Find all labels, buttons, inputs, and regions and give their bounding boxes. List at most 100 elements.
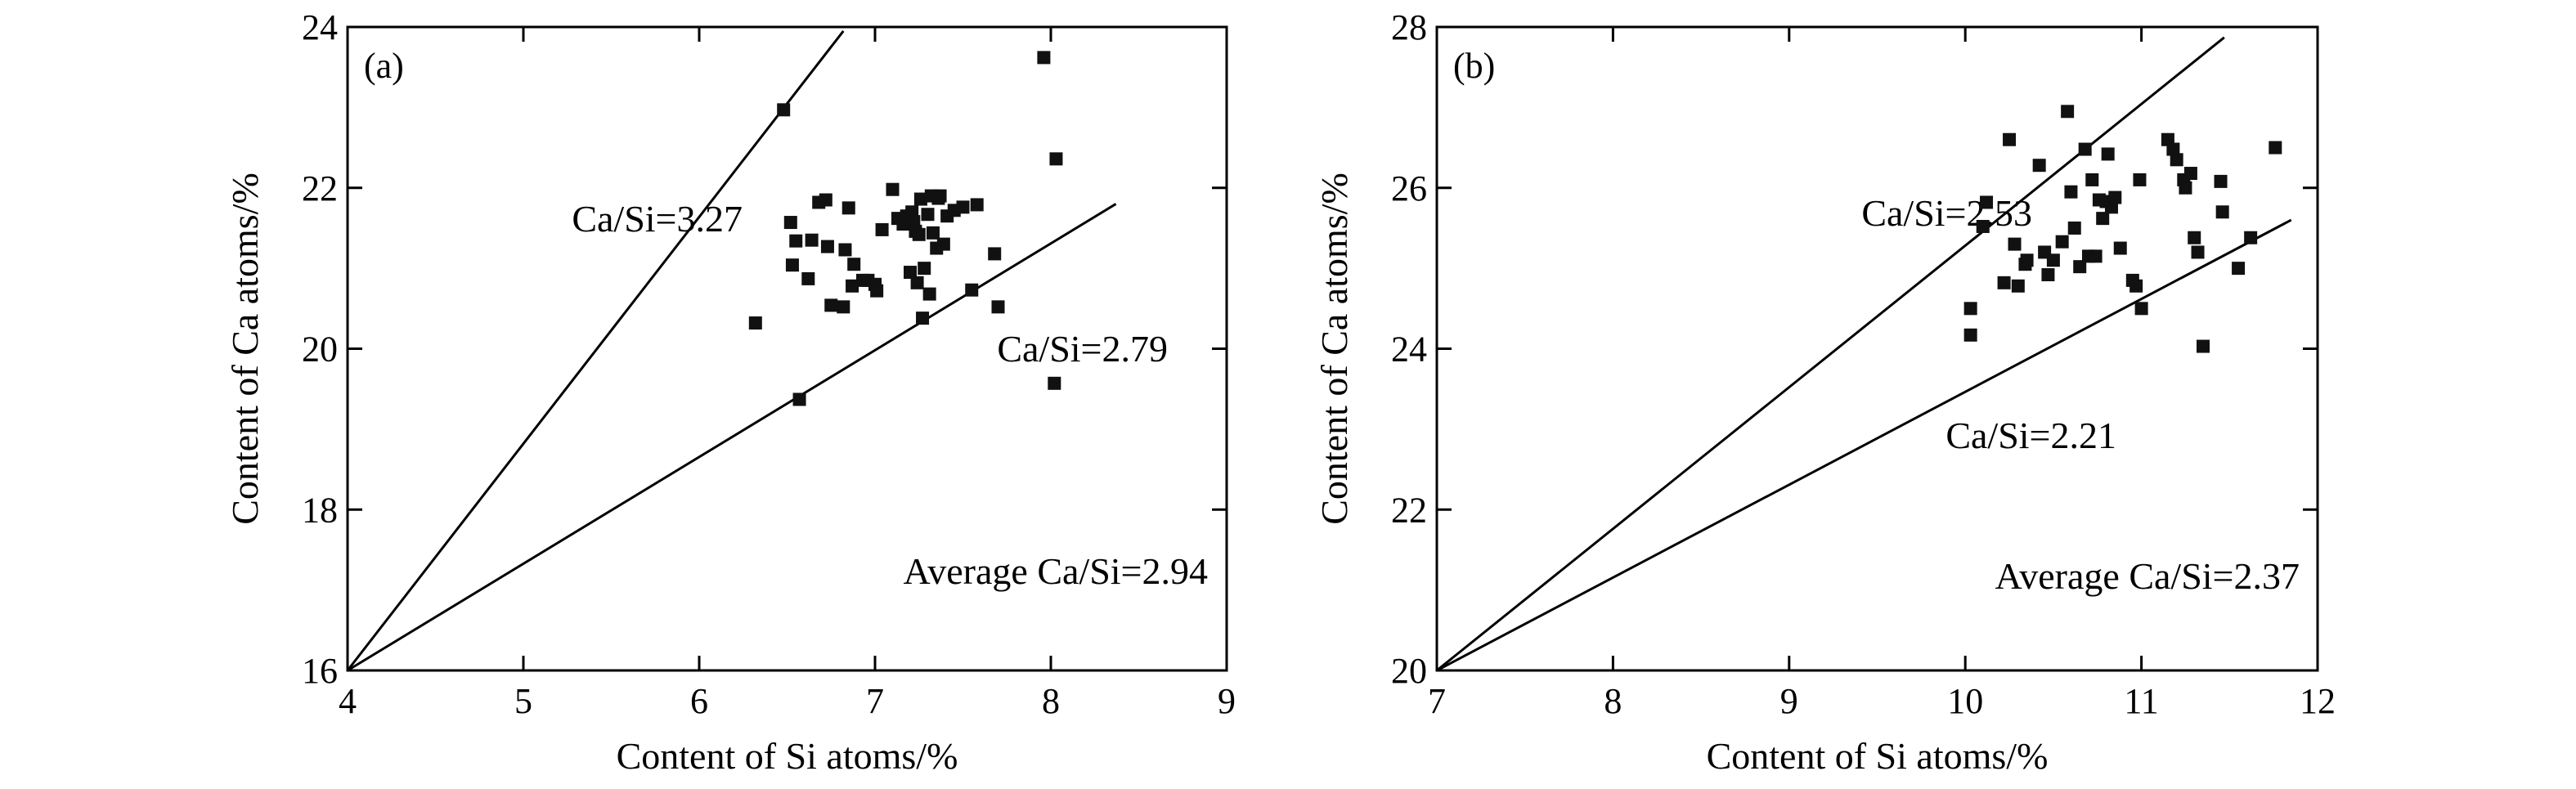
data-point xyxy=(918,262,931,276)
data-point xyxy=(2073,260,2087,274)
data-point xyxy=(1976,219,1990,233)
x-tick-label: 6 xyxy=(690,681,708,721)
annotation-text: Ca/Si=3.27 xyxy=(572,198,743,240)
data-point xyxy=(922,287,936,301)
y-axis-title: Content of Ca atoms/% xyxy=(1313,173,1355,525)
y-tick-label: 22 xyxy=(302,168,338,208)
y-tick-label: 28 xyxy=(1391,7,1427,47)
data-point xyxy=(2191,245,2205,259)
data-point xyxy=(801,271,815,285)
data-point xyxy=(2008,237,2022,251)
data-point xyxy=(2196,339,2210,353)
y-tick-label: 22 xyxy=(1391,490,1427,530)
data-point xyxy=(904,266,917,280)
data-point xyxy=(2061,105,2075,119)
reference-line xyxy=(347,203,1117,672)
x-axis-title: Content of Si atoms/% xyxy=(617,735,958,777)
x-tick-label: 11 xyxy=(2124,681,2158,721)
data-point xyxy=(2166,142,2180,156)
data-point xyxy=(841,201,855,215)
data-point xyxy=(785,258,799,272)
y-tick-label: 18 xyxy=(302,490,338,530)
y-tick-label: 20 xyxy=(302,329,338,370)
data-point xyxy=(875,222,889,236)
annotation-text: Ca/Si=2.79 xyxy=(997,328,1168,370)
data-point xyxy=(1037,51,1051,65)
x-tick-label: 7 xyxy=(866,681,884,721)
data-point xyxy=(783,216,797,230)
data-point xyxy=(820,240,834,253)
data-point xyxy=(2020,253,2034,267)
data-point xyxy=(847,258,861,271)
data-point xyxy=(2215,205,2229,219)
x-tick-label: 7 xyxy=(1428,681,1446,721)
panel-a-chart: 4 5 6 7 8 9 16 18 20 22 24 Content of Si atoms/% Con… xyxy=(224,7,1236,777)
data-point xyxy=(988,247,1002,261)
data-point xyxy=(789,234,803,248)
x-tick-label: 9 xyxy=(1218,681,1236,721)
x-tick-label: 9 xyxy=(1780,681,1798,721)
reference-line xyxy=(1436,218,2292,672)
data-point xyxy=(910,276,924,289)
data-point xyxy=(846,279,859,293)
data-point xyxy=(991,300,1005,314)
y-axis-title: Content of Ca atoms/% xyxy=(224,173,266,525)
data-point xyxy=(2179,181,2192,195)
data-point xyxy=(1997,276,2011,289)
data-point xyxy=(2232,262,2246,276)
data-point xyxy=(2011,279,2025,293)
data-point xyxy=(926,226,940,240)
data-point xyxy=(933,189,947,203)
data-point xyxy=(1963,302,1977,316)
data-point xyxy=(870,284,884,298)
x-tick-label: 5 xyxy=(514,681,532,721)
data-point xyxy=(956,200,970,214)
data-point xyxy=(2089,249,2103,263)
data-point xyxy=(2269,141,2282,155)
data-point xyxy=(792,392,806,406)
panel-label: (a) xyxy=(364,46,404,86)
data-point xyxy=(748,316,762,330)
data-point xyxy=(2067,221,2081,235)
data-point xyxy=(2133,173,2147,186)
x-tick-label: 4 xyxy=(339,681,357,721)
data-point xyxy=(1049,152,1063,166)
data-point xyxy=(1980,195,1994,209)
data-point xyxy=(837,300,850,314)
data-point xyxy=(2085,173,2099,186)
y-tick-label: 20 xyxy=(1391,651,1427,691)
data-point xyxy=(2214,174,2228,188)
panel-label: (b) xyxy=(1453,46,1495,86)
data-point xyxy=(936,237,950,251)
data-point xyxy=(2055,235,2069,249)
data-point xyxy=(970,198,984,212)
data-point xyxy=(2078,142,2092,156)
x-tick-label: 8 xyxy=(1042,681,1060,721)
data-point xyxy=(838,243,852,257)
y-tick-label: 16 xyxy=(302,651,338,691)
data-point xyxy=(912,227,926,241)
data-point xyxy=(2183,167,2197,181)
data-point xyxy=(2041,267,2055,281)
data-point xyxy=(2134,302,2148,316)
panel-b-chart: 7 8 9 10 11 12 20 22 24 26 28 Content of Si atoms/%… xyxy=(1313,7,2336,777)
data-point xyxy=(2003,132,2017,146)
data-point xyxy=(2188,231,2201,244)
annotation-text: Average Ca/Si=2.37 xyxy=(1995,555,2300,597)
data-point xyxy=(2108,191,2122,204)
data-point xyxy=(1963,328,1977,342)
data-point xyxy=(819,193,832,207)
data-point xyxy=(921,208,935,222)
data-point xyxy=(2129,279,2143,293)
x-tick-label: 8 xyxy=(1604,681,1622,721)
x-axis-title: Content of Si atoms/% xyxy=(1707,735,2049,777)
data-point xyxy=(2244,231,2258,244)
data-point xyxy=(2064,185,2078,199)
data-point xyxy=(824,298,838,312)
data-point xyxy=(916,312,930,325)
data-point xyxy=(886,182,900,196)
data-point xyxy=(913,192,927,206)
annotation-text: Ca/Si=2.21 xyxy=(1945,415,2116,456)
annotation-text: Ca/Si=2.53 xyxy=(1861,192,2032,234)
